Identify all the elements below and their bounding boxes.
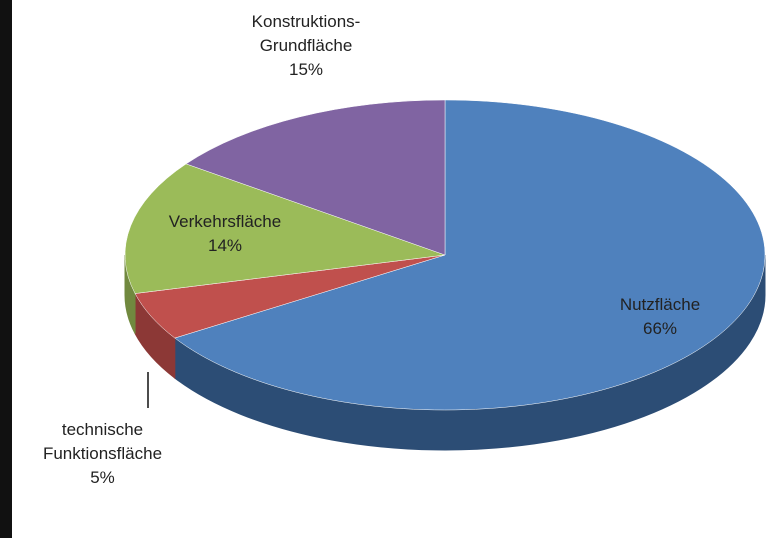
value-label: 66% (642, 319, 678, 338)
value-label: 15% (288, 60, 324, 79)
slice-label: Verkehrsfläche 14% (160, 210, 290, 258)
slice-tops (124, 99, 766, 411)
value-label: 14% (207, 236, 243, 255)
slice-label: Nutzfläche 66% (585, 293, 735, 341)
category-label: technische Funktionsfläche (42, 420, 163, 463)
slice-label: Konstruktions-Grundfläche 15% (247, 10, 365, 82)
category-label: Nutzfläche (619, 295, 701, 314)
category-label: Konstruktions-Grundfläche (251, 12, 361, 55)
value-label: 5% (90, 468, 115, 487)
slice (174, 99, 766, 411)
slice-label: technische Funktionsfläche 5% (40, 418, 165, 490)
slice (185, 99, 446, 256)
slice (124, 163, 446, 294)
left-border (0, 0, 12, 538)
category-label: Verkehrsfläche (168, 212, 282, 231)
